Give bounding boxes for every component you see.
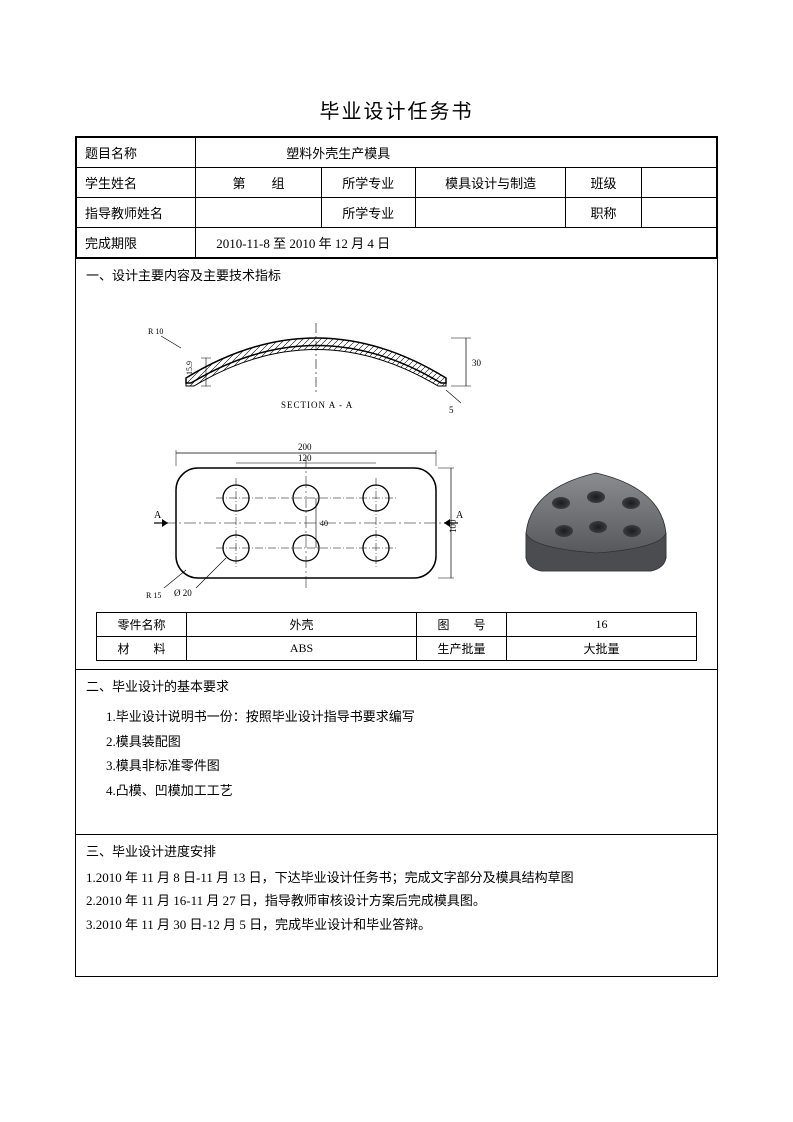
topic-label: 题目名称 [77, 138, 196, 168]
dim-spacing: 120 [298, 453, 312, 463]
req-item: 1.毕业设计说明书一份：按照毕业设计指导书要求编写 [106, 705, 707, 730]
req-item: 4.凸模、凹模加工工艺 [106, 779, 707, 804]
drawing-svg: 30 5 15.9 R 10 SECTION A - A [96, 298, 696, 598]
section2-list: 1.毕业设计说明书一份：按照毕业设计指导书要求编写 2.模具装配图 3.模具非标… [76, 701, 717, 834]
dim-hole: Ø 20 [174, 588, 192, 598]
req-item: 2.模具装配图 [106, 730, 707, 755]
class-value [641, 168, 716, 198]
spec-material-label: 材 料 [97, 637, 187, 661]
section3-list: 1.2010 年 11 月 8 日-11 月 13 日，下达毕业设计任务书；完成… [76, 862, 717, 976]
schedule-item: 2.2010 年 11 月 16-11 月 27 日，指导教师审核设计方案后完成… [86, 889, 707, 912]
dim-r15: R 15 [146, 591, 161, 598]
spec-batch-label: 生产批量 [417, 637, 507, 661]
deadline-value: 2010-11-8 至 2010 年 12 月 4 日 [196, 228, 717, 258]
spec-drawno-value: 16 [507, 613, 697, 637]
dim-width: 200 [298, 442, 312, 452]
spec-name-label: 零件名称 [97, 613, 187, 637]
header-table: 题目名称 塑料外壳生产模具 学生姓名 第 组 所学专业 模具设计与制造 班级 指… [76, 137, 717, 258]
spec-material-value: ABS [187, 637, 417, 661]
topic-value: 塑料外壳生产模具 [196, 138, 717, 168]
req-item: 3.模具非标准零件图 [106, 754, 707, 779]
render-3d [526, 473, 666, 571]
title-rank-value [641, 198, 716, 228]
teacher-label: 指导教师姓名 [77, 198, 196, 228]
deadline-label: 完成期限 [77, 228, 196, 258]
student-label: 学生姓名 [77, 168, 196, 198]
section2-title: 二、毕业设计的基本要求 [76, 669, 717, 701]
schedule-item: 3.2010 年 11 月 30 日-12 月 5 日，完成毕业设计和毕业答辩。 [86, 913, 707, 936]
spec-drawno-label: 图 号 [417, 613, 507, 637]
dim-arc-h: 30 [472, 358, 482, 368]
row-deadline: 完成期限 2010-11-8 至 2010 年 12 月 4 日 [77, 228, 717, 258]
spec-table: 零件名称 外壳 图 号 16 材 料 ABS 生产批量 大批量 [96, 612, 697, 661]
spec-name-value: 外壳 [187, 613, 417, 637]
class-label: 班级 [566, 168, 641, 198]
group-value: 第 组 [196, 168, 321, 198]
major-value: 模具设计与制造 [415, 168, 566, 198]
teacher-major-value [415, 198, 566, 228]
sect-a-right: A [456, 510, 464, 521]
dim-mid: 40 [320, 519, 328, 528]
section-label: SECTION A - A [281, 400, 353, 410]
dim-inner: 15.9 [185, 361, 194, 375]
drawing-container: 30 5 15.9 R 10 SECTION A - A [76, 290, 717, 669]
section1-title: 一、设计主要内容及主要技术指标 [76, 258, 717, 290]
dim-thick: 5 [449, 405, 454, 415]
dim-r10: R 10 [148, 327, 163, 336]
spec-batch-value: 大批量 [507, 637, 697, 661]
row-teacher: 指导教师姓名 所学专业 职称 [77, 198, 717, 228]
schedule-item: 1.2010 年 11 月 8 日-11 月 13 日，下达毕业设计任务书；完成… [86, 866, 707, 889]
document-frame: 题目名称 塑料外壳生产模具 学生姓名 第 组 所学专业 模具设计与制造 班级 指… [75, 136, 718, 977]
section3-title: 三、毕业设计进度安排 [76, 834, 717, 862]
teacher-value [196, 198, 321, 228]
row-student: 学生姓名 第 组 所学专业 模具设计与制造 班级 [77, 168, 717, 198]
teacher-major-label: 所学专业 [321, 198, 415, 228]
sect-a-left: A [154, 510, 162, 521]
row-topic: 题目名称 塑料外壳生产模具 [77, 138, 717, 168]
technical-drawing: 30 5 15.9 R 10 SECTION A - A [96, 298, 697, 608]
page-title: 毕业设计任务书 [75, 95, 718, 124]
major-label: 所学专业 [321, 168, 415, 198]
title-rank-label: 职称 [566, 198, 641, 228]
